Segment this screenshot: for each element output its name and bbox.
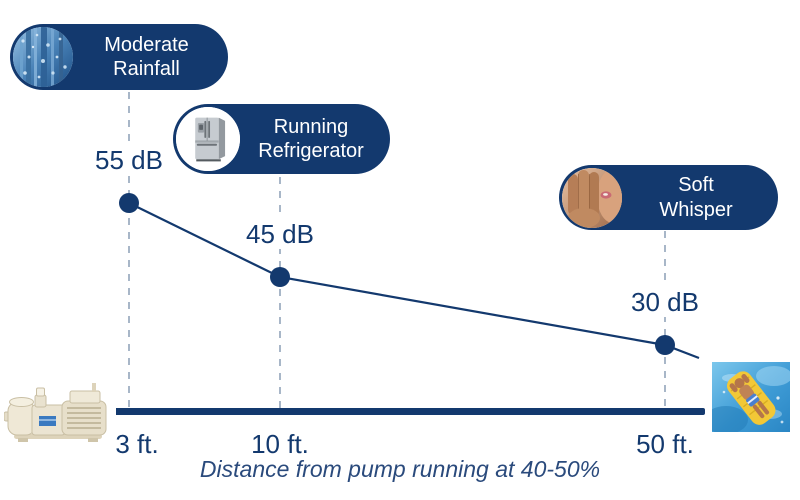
db-value-label: 30 dB (623, 287, 707, 317)
refrigerator-photo-icon (176, 107, 240, 171)
x-tick-label: 10 ft. (251, 429, 309, 459)
whisper-photo-icon (562, 167, 622, 228)
badge-label-whisper: Soft Whisper (659, 174, 733, 221)
rainfall-photo-icon (13, 27, 73, 87)
noise-badge-rainfall: Moderate Rainfall (10, 24, 228, 90)
noise-badge-refrigerator: Running Refrigerator (173, 104, 390, 174)
data-point (119, 193, 139, 213)
x-tick-label: 3 ft. (115, 429, 159, 459)
pool-pump-image (4, 372, 116, 456)
noise-badge-whisper: Soft Whisper (559, 165, 778, 230)
data-point (655, 335, 675, 355)
pool-float-image (712, 362, 790, 432)
badge-label-rainfall: Moderate Rainfall (104, 33, 189, 80)
data-point (270, 267, 290, 287)
axis-caption: Distance from pump running at 40-50% (199, 456, 601, 482)
db-value-label: 55 dB (87, 145, 171, 175)
db-value-label: 45 dB (238, 219, 322, 249)
x-axis (113, 408, 705, 415)
badge-label-refrigerator: Running Refrigerator (258, 115, 364, 162)
x-tick-label: 50 ft. (636, 429, 694, 459)
noise-trend-line (128, 202, 700, 360)
